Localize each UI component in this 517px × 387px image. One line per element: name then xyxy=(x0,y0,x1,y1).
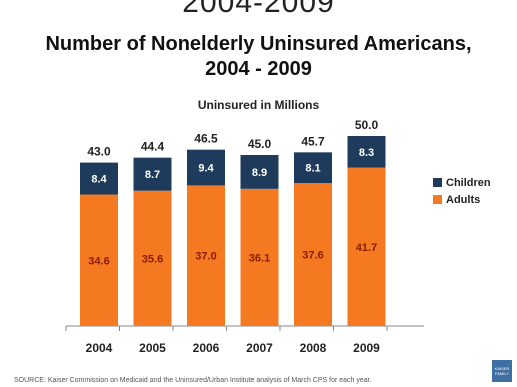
legend-label-adults: Adults xyxy=(446,194,480,206)
data-label-children-2008: 8.1 xyxy=(305,163,320,175)
bar-adults-2006 xyxy=(187,185,225,326)
bar-adults-2005 xyxy=(133,190,172,326)
chart-title-line-1: Number of Nonelderly Uninsured Americans… xyxy=(45,33,472,55)
bar-children-2005 xyxy=(133,157,172,191)
legend-swatch-children xyxy=(433,178,442,187)
data-label-adults-2006: 37.0 xyxy=(195,251,216,263)
x-tick-label-2007: 2007 xyxy=(246,341,273,355)
x-tick-label-2004: 2004 xyxy=(86,341,113,355)
bar-adults-2008 xyxy=(294,183,332,326)
previous-slide-title-fragment: 2004-2009 xyxy=(182,0,335,19)
data-label-children-2009: 8.3 xyxy=(359,147,374,159)
data-label-total-2008: 45.7 xyxy=(301,134,325,148)
data-label-total-2005: 44.4 xyxy=(141,140,165,154)
data-label-adults-2009: 41.7 xyxy=(356,242,377,254)
legend-swatch-adults xyxy=(433,195,442,204)
x-tick-label-2005: 2005 xyxy=(139,341,166,355)
bar-adults-2007 xyxy=(240,188,279,326)
data-label-total-2007: 45.0 xyxy=(248,137,272,151)
data-label-total-2009: 50.0 xyxy=(355,118,379,132)
bar-adults-2009 xyxy=(347,167,386,326)
source-note: SOURCE: Kaiser Commission on Medicaid an… xyxy=(14,377,372,384)
data-label-adults-2008: 37.6 xyxy=(302,250,323,262)
x-tick-label-2008: 2008 xyxy=(300,341,327,355)
x-tick-label-2006: 2006 xyxy=(193,341,220,355)
data-label-total-2006: 46.5 xyxy=(194,132,218,146)
data-label-adults-2005: 35.6 xyxy=(142,253,163,265)
x-tick-label-2009: 2009 xyxy=(353,341,380,355)
data-label-children-2007: 8.9 xyxy=(252,167,267,179)
data-label-total-2004: 43.0 xyxy=(87,145,111,159)
chart-title-line-2: 2004 - 2009 xyxy=(205,58,312,80)
data-label-children-2006: 9.4 xyxy=(198,163,214,175)
bar-children-2009 xyxy=(347,136,386,168)
bar-adults-2004 xyxy=(80,194,118,326)
legend-label-children: Children xyxy=(446,177,491,189)
chart-title: Number of Nonelderly Uninsured Americans… xyxy=(0,32,517,82)
bar-children-2008 xyxy=(294,152,332,184)
data-label-children-2005: 8.7 xyxy=(145,169,160,181)
chart-subtitle: Uninsured in Millions xyxy=(197,98,320,112)
bar-children-2006 xyxy=(187,149,225,186)
data-label-children-2004: 8.4 xyxy=(91,174,107,186)
kaiser-logo: KAISER FAMILY xyxy=(492,360,512,382)
data-label-adults-2004: 34.6 xyxy=(88,255,109,267)
bar-children-2007 xyxy=(240,155,279,189)
bar-children-2004 xyxy=(80,162,118,195)
data-label-adults-2007: 36.1 xyxy=(249,252,270,264)
